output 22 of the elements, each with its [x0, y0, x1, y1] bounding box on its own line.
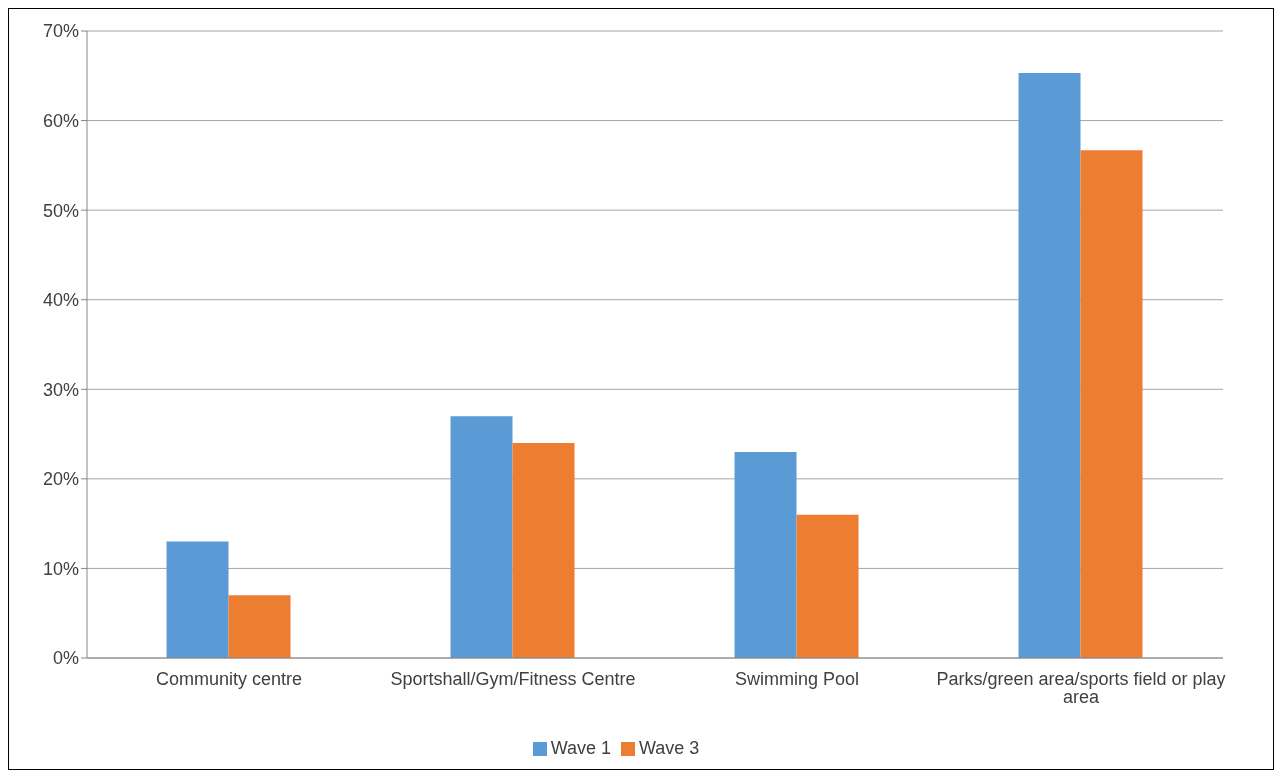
y-tick-label: 10% [42, 558, 79, 579]
y-tick-label: 30% [42, 379, 79, 400]
y-tick-label: 40% [42, 290, 79, 311]
bar [512, 443, 575, 658]
y-tick-label: 50% [42, 200, 79, 221]
bar [1018, 73, 1081, 658]
bar [228, 595, 291, 658]
y-tick-label: 20% [42, 469, 79, 490]
y-tick-label: 70% [42, 21, 79, 42]
bar [734, 451, 797, 658]
y-tick-label: 0% [52, 648, 79, 669]
x-tick-label: Parks/green area/sports field or play area [936, 668, 1226, 707]
y-tick-label: 60% [42, 110, 79, 131]
bar [450, 416, 513, 658]
bar [1080, 150, 1143, 658]
x-tick-label: Swimming Pool [734, 668, 860, 689]
bar [796, 514, 859, 658]
x-tick-label: Community centre [155, 668, 303, 689]
bar [166, 541, 229, 658]
legend-label: Wave 3 [639, 738, 700, 758]
legend-label: Wave 1 [550, 738, 611, 758]
x-tick-label: Sportshall/Gym/Fitness Centre [390, 668, 636, 689]
